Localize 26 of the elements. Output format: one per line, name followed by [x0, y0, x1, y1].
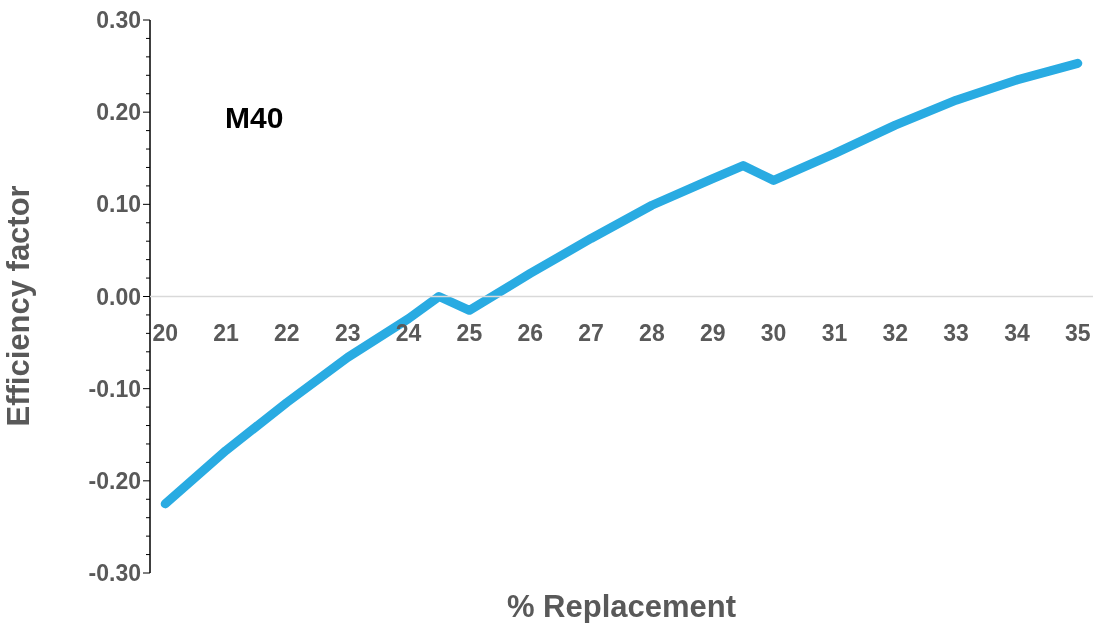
- x-axis-title: % Replacement: [506, 589, 737, 623]
- y-tick-label: 0.00: [96, 283, 141, 310]
- y-axis-title: Efficiency factor: [1, 185, 37, 427]
- x-tick-label: 30: [760, 319, 787, 346]
- y-tick-label: 0.30: [96, 7, 141, 34]
- x-tick-label: 27: [578, 319, 604, 346]
- y-tick-label: -0.10: [88, 375, 141, 402]
- y-tick-label: 0.10: [96, 191, 141, 218]
- x-tick-label: 25: [456, 319, 483, 346]
- x-tick-label: 20: [152, 319, 179, 346]
- annotation: M40: [225, 101, 284, 134]
- x-tick-label: 34: [1004, 319, 1030, 346]
- x-tick-label: 21: [213, 319, 240, 346]
- y-tick-label: -0.20: [88, 468, 141, 494]
- x-tick-label: 24: [395, 319, 422, 346]
- x-tick-label: 35: [1064, 319, 1091, 346]
- x-tick-label: 23: [334, 319, 361, 346]
- x-tick-label: 31: [821, 319, 848, 346]
- x-tick-label: 28: [639, 319, 665, 346]
- x-tick-label: 26: [517, 319, 544, 346]
- x-tick-label: 29: [699, 319, 726, 346]
- y-tick-label: 0.20: [96, 99, 141, 126]
- x-tick-label: 22: [274, 319, 300, 346]
- x-tick-label: 33: [943, 319, 969, 346]
- y-tick-label: -0.30: [88, 560, 141, 587]
- x-tick-label: 32: [882, 319, 909, 346]
